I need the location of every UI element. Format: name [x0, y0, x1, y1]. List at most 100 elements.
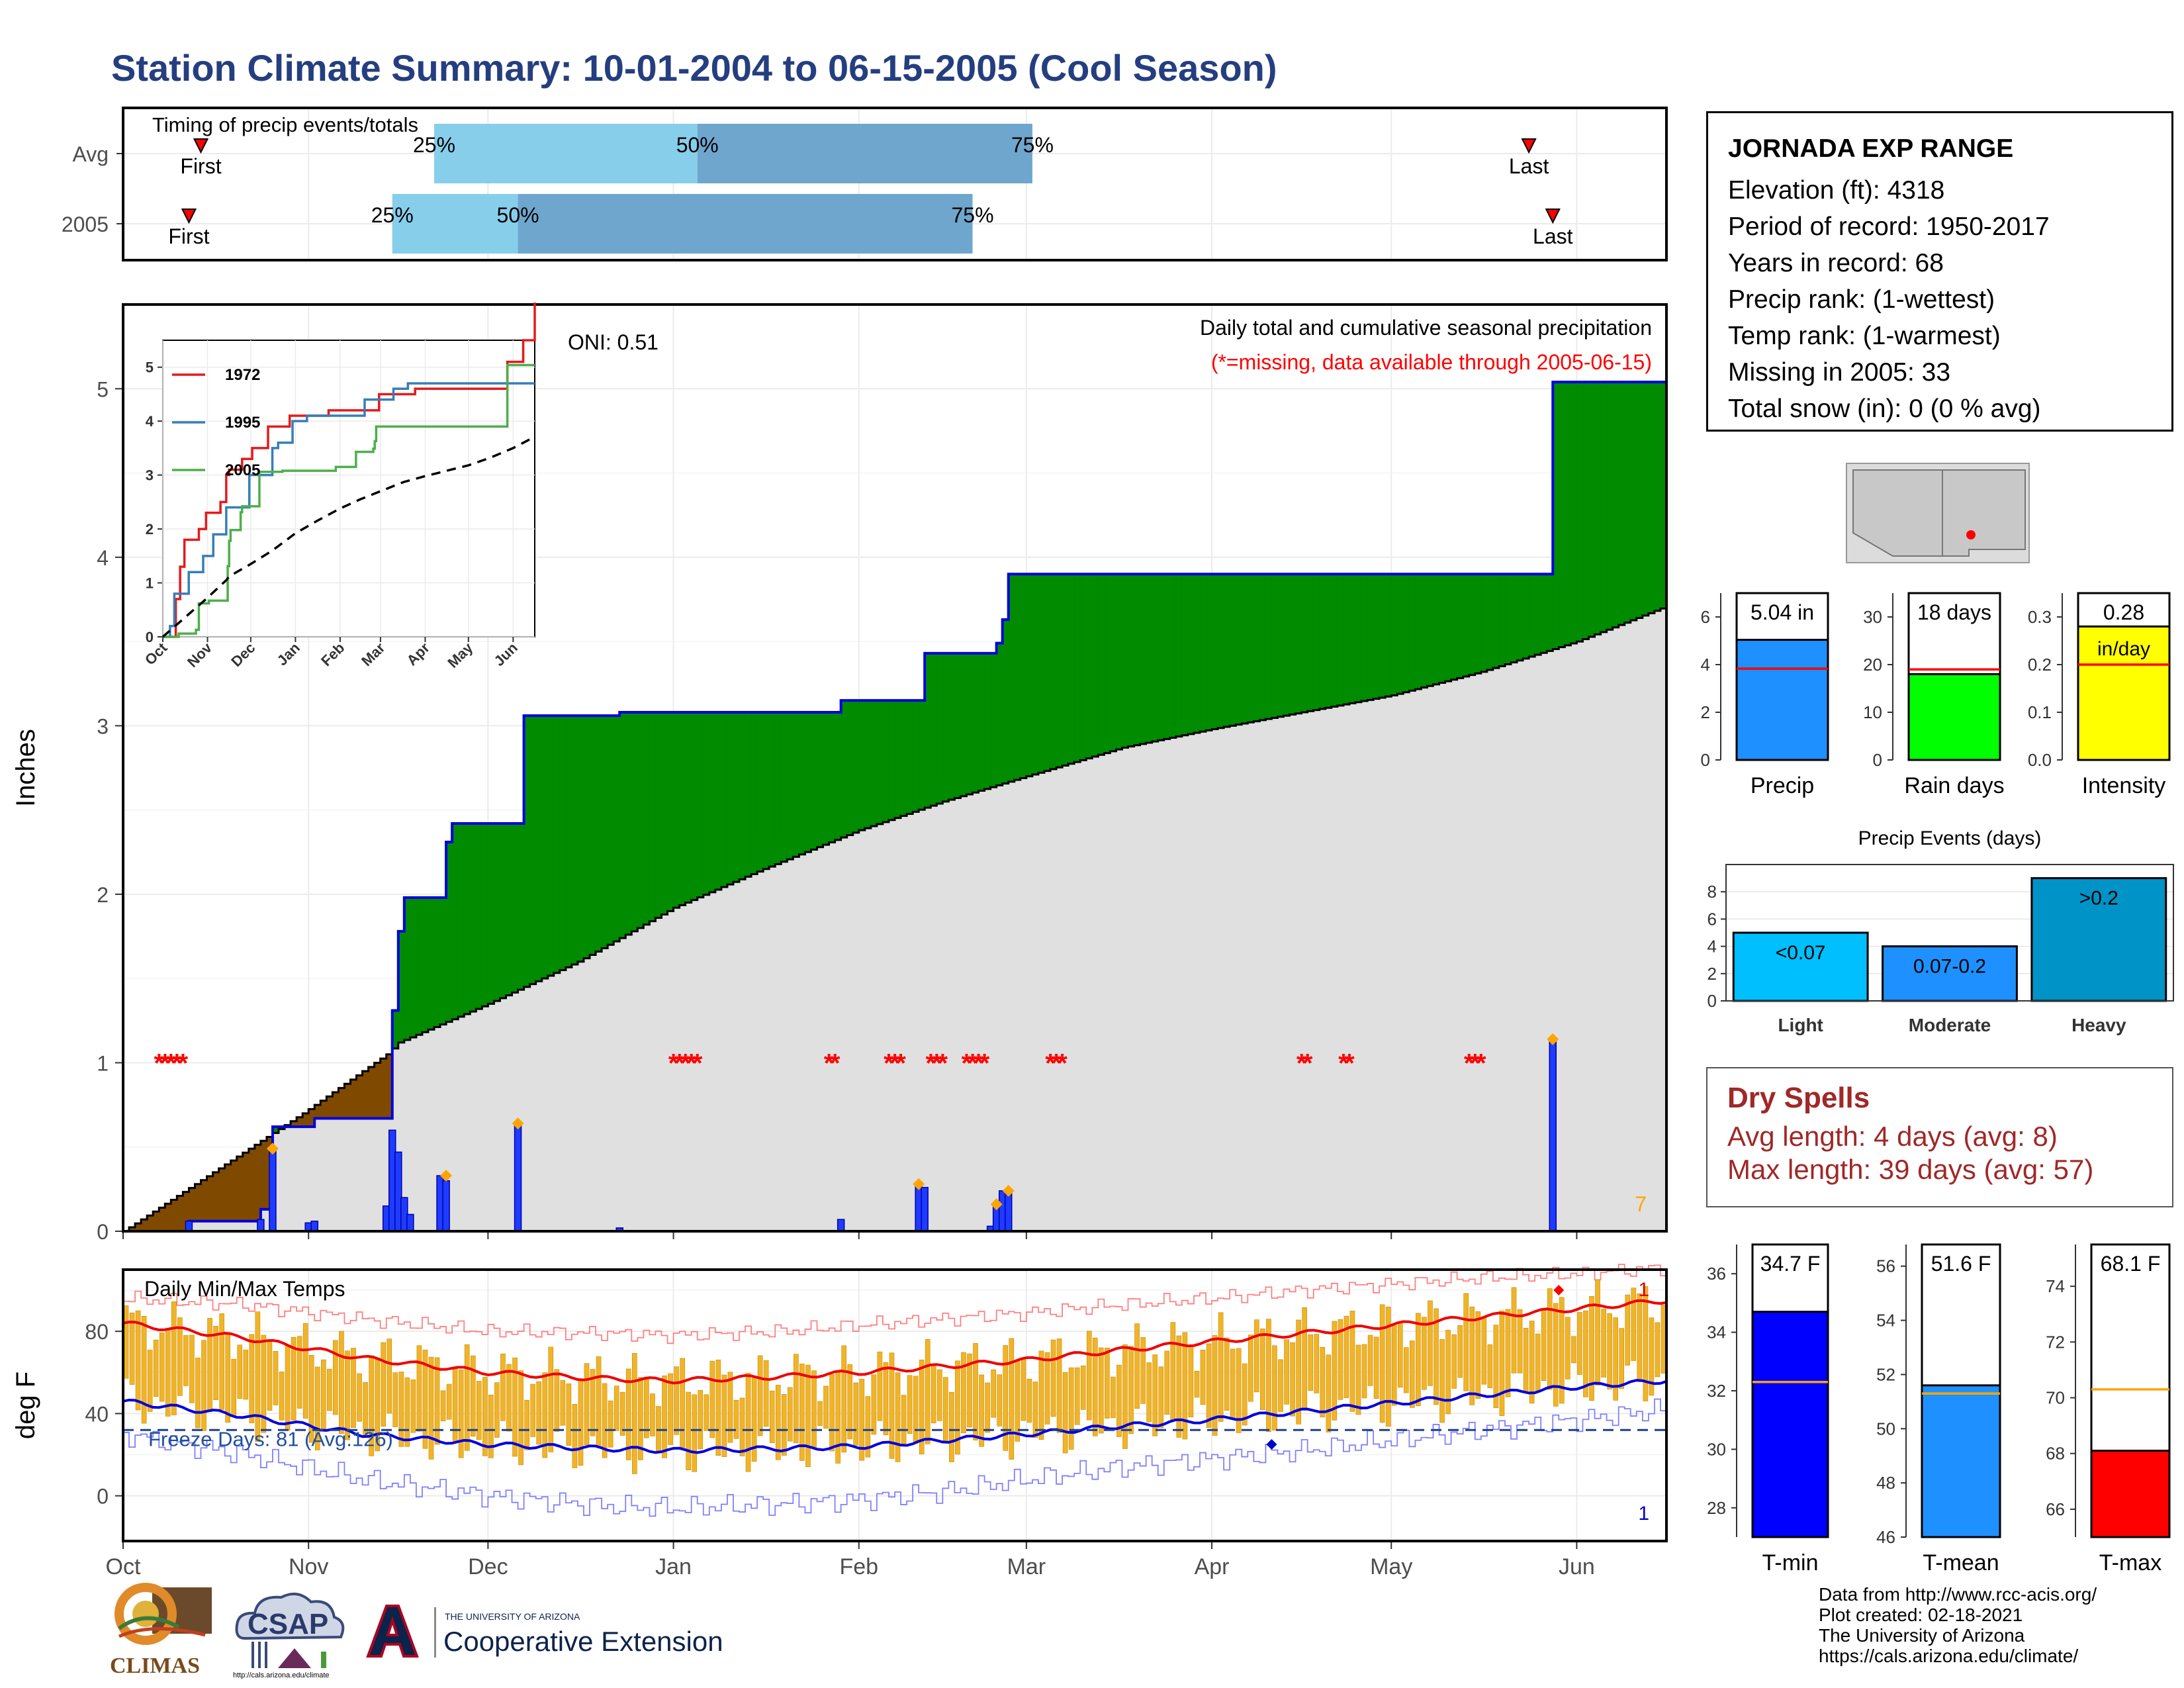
daily-temp-bar: [165, 1330, 171, 1417]
timing-last-marker: [1521, 138, 1537, 154]
precip-summary-intensity-value-unit: in/day: [2097, 638, 2150, 660]
daily-temp-bar: [1164, 1350, 1170, 1415]
missing-day-marker: *: [884, 1049, 894, 1078]
daily-temp-bar: [189, 1335, 195, 1403]
missing-day-marker: *: [1302, 1049, 1313, 1078]
daily-temp-bar: [512, 1357, 518, 1457]
daily-temp-bar: [853, 1382, 859, 1446]
precip-y-tick-label: 4: [97, 546, 109, 570]
temp-summary-t-min-category-label: T-min: [1762, 1550, 1819, 1575]
timing-row-label: Avg: [72, 142, 109, 166]
precip-summary-precip-y-tick-label: 4: [1701, 655, 1710, 675]
daily-temp-bar: [476, 1381, 482, 1440]
daily-temp-bar: [973, 1343, 978, 1440]
daily-temp-bar: [1397, 1322, 1403, 1388]
daily-temp-bar: [913, 1376, 919, 1444]
timing-bar-25-50-2005: [392, 194, 518, 254]
daily-temp-bar: [1302, 1307, 1307, 1411]
daily-temp-bar: [1188, 1344, 1194, 1417]
daily-temp-bar: [1373, 1336, 1379, 1399]
daily-temp-bar: [596, 1356, 602, 1448]
daily-temp-bar: [715, 1360, 721, 1456]
timing-label-first: First: [168, 224, 209, 248]
daily-temp-bar: [333, 1340, 338, 1415]
daily-temp-bar: [936, 1369, 942, 1421]
daily-temp-bar: [1050, 1339, 1056, 1417]
missing-day-marker: *: [692, 1049, 703, 1078]
precip-y-tick-label: 3: [97, 714, 109, 738]
daily-temp-bar: [1332, 1321, 1338, 1421]
daily-temp-bar: [1505, 1309, 1511, 1397]
arizona-shape: [1852, 469, 1943, 557]
daily-temp-bar: [865, 1396, 871, 1458]
daily-temp-bar: [829, 1374, 835, 1452]
precip-events-border: [1725, 864, 2174, 1002]
precip-summary-precip-y-tick-label: 0: [1701, 750, 1710, 770]
precip-summary-intensity-value-bar: [2077, 625, 2171, 761]
daily-temp-bar: [1296, 1319, 1301, 1425]
timing-label-p25: 25%: [371, 203, 414, 227]
month-tick-label-feb: Feb: [839, 1554, 878, 1579]
daily-temp-bar: [578, 1378, 584, 1466]
daily-temp-bar: [183, 1335, 189, 1386]
daily-temp-bar: [1009, 1338, 1015, 1460]
missing-day-marker: *: [1057, 1049, 1068, 1078]
missing-day-marker: *: [968, 1049, 978, 1078]
precip-events-bar-light: [1732, 931, 1869, 1002]
daily-temp-bar: [1637, 1293, 1643, 1382]
daily-temp-bar: [949, 1391, 954, 1462]
precip-summary-precip-value-label: 5.04 in: [1751, 600, 1814, 624]
inset-y-tick-label: 4: [146, 413, 154, 430]
credit-plot-created: Plot created: 02-18-2021: [1819, 1605, 2023, 1625]
daily-temp-bar: [1116, 1364, 1122, 1437]
daily-temp-bar: [625, 1368, 631, 1460]
daily-temp-bar: [1092, 1337, 1098, 1436]
average-cumulative-line: [123, 606, 1668, 1233]
missing-day-marker: *: [979, 1049, 990, 1078]
inset-legend-label-1995: 1995: [225, 414, 260, 432]
missing-day-marker: *: [154, 1049, 164, 1078]
daily-temp-bar: [1338, 1319, 1343, 1400]
timing-label-p75: 75%: [951, 203, 993, 227]
precip-events-y-tick-label: 8: [1707, 882, 1717, 902]
precip-summary-rain-days-y-tick-label: 20: [1863, 655, 1882, 675]
missing-day-marker: *: [1470, 1049, 1480, 1078]
timing-label-p25: 25%: [413, 133, 455, 157]
inset-y-tick-label: 2: [146, 521, 154, 538]
daily-temp-bar: [847, 1364, 853, 1440]
daily-temp-bar: [1260, 1329, 1265, 1411]
daily-temp-bar: [410, 1379, 416, 1433]
daily-temp-bar: [584, 1363, 590, 1446]
daily-temp-bar: [302, 1323, 308, 1419]
daily-temp-bar: [650, 1393, 655, 1436]
daily-temp-bar: [799, 1364, 805, 1461]
daily-temp-bar: [285, 1344, 291, 1430]
daily-precip-bar: [257, 1219, 265, 1232]
daily-temp-bar: [1523, 1327, 1529, 1393]
daily-temp-bar: [794, 1354, 799, 1444]
precip-events-category-light: Light: [1778, 1015, 1823, 1035]
daily-temp-bar: [1068, 1367, 1074, 1450]
daily-temp-bar: [871, 1374, 877, 1435]
daily-temp-bar: [1170, 1322, 1176, 1421]
precip-summary-intensity-category-label: Intensity: [2082, 773, 2166, 798]
daily-temp-bar: [261, 1335, 267, 1433]
temp-record-marker: [1266, 1439, 1277, 1450]
daily-temp-bar: [1242, 1363, 1248, 1426]
daily-temp-bar: [147, 1350, 153, 1412]
daily-temp-bar: [231, 1358, 237, 1416]
daily-temp-bar: [404, 1377, 410, 1447]
dry-spells-box: Dry Spells Avg length: 4 days (avg: 8) M…: [1706, 1067, 2173, 1207]
freeze-days-label: Freeze Days: 81 (Avg:126): [148, 1428, 393, 1451]
precip-summary-rain-days-category-label: Rain days: [1904, 773, 2004, 798]
temp-chart-title: Daily Min/Max Temps: [144, 1277, 345, 1301]
daily-temp-bar: [320, 1359, 326, 1432]
dry-spells-max-length: Max length: 39 days (avg: 57): [1727, 1154, 2094, 1185]
daily-temp-bar: [351, 1348, 356, 1428]
station-elevation: Elevation (ft): 4318: [1728, 176, 1945, 205]
daily-temp-bar: [1278, 1359, 1283, 1412]
daily-temp-bar: [141, 1315, 147, 1424]
temp-summary-t-mean-y-tick-label: 48: [1876, 1473, 1895, 1493]
temp-summary-t-mean-value-bar: [1921, 1384, 2001, 1538]
